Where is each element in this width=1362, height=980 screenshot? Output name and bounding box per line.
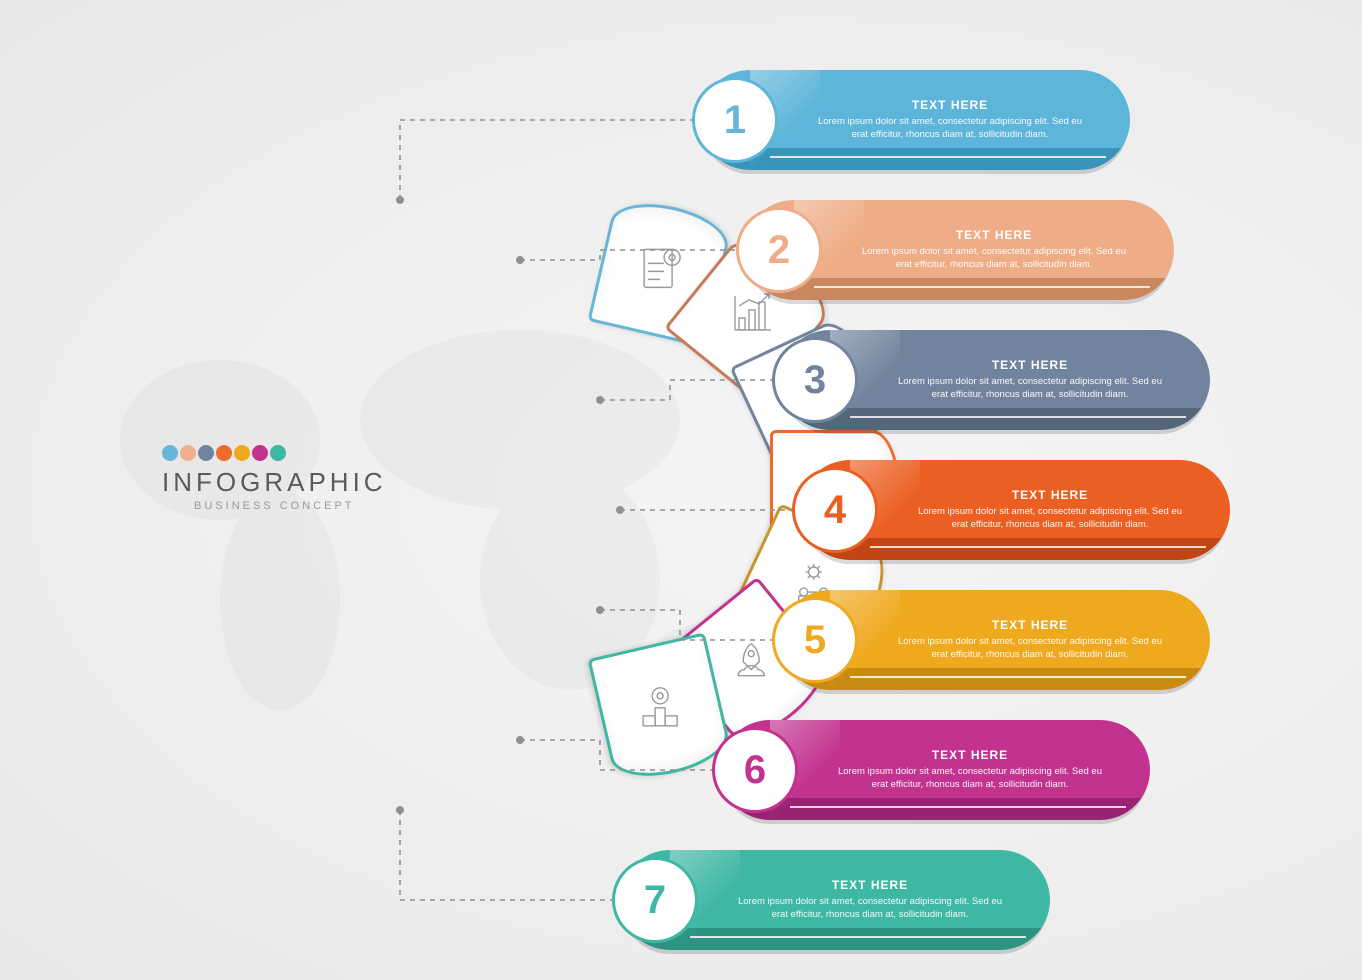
step-number: 1 xyxy=(724,98,746,143)
pill-title: TEXT HERE xyxy=(910,488,1190,502)
step-number: 2 xyxy=(768,228,790,273)
palette-dot xyxy=(234,445,250,461)
main-title: INFOGRAPHIC xyxy=(162,467,387,498)
pill-title: TEXT HERE xyxy=(890,618,1170,632)
step-number: 4 xyxy=(824,488,846,533)
pill-body: Lorem ipsum dolor sit amet, consectetur … xyxy=(830,766,1110,792)
step-number: 3 xyxy=(804,358,826,403)
palette-dot xyxy=(216,445,232,461)
pill-title: TEXT HERE xyxy=(854,228,1134,242)
pill-body: Lorem ipsum dolor sit amet, consectetur … xyxy=(890,636,1170,662)
podium-target-icon xyxy=(636,682,686,737)
pill-title: TEXT HERE xyxy=(810,98,1090,112)
pill-title: TEXT HERE xyxy=(830,748,1110,762)
pill-title: TEXT HERE xyxy=(890,358,1170,372)
palette-dot xyxy=(252,445,268,461)
pill-body: Lorem ipsum dolor sit amet, consectetur … xyxy=(810,116,1090,142)
pill-body: Lorem ipsum dolor sit amet, consectetur … xyxy=(730,896,1010,922)
rocket-cloud-icon xyxy=(727,637,777,692)
palette-dot xyxy=(162,445,178,461)
palette-dot xyxy=(198,445,214,461)
step-pill-7: TEXT HERE Lorem ipsum dolor sit amet, con… xyxy=(620,850,1050,950)
pill-body: Lorem ipsum dolor sit amet, consectetur … xyxy=(890,376,1170,402)
bar-chart-up-icon xyxy=(727,288,777,343)
document-target-icon xyxy=(636,243,686,298)
pill-body: Lorem ipsum dolor sit amet, consectetur … xyxy=(854,246,1134,272)
step-number: 6 xyxy=(744,748,766,793)
palette-dot xyxy=(270,445,286,461)
step-pill-4: TEXT HERE Lorem ipsum dolor sit amet, con… xyxy=(800,460,1230,560)
step-badge-3: 3 xyxy=(772,337,858,423)
step-number: 7 xyxy=(644,878,666,923)
step-badge-1: 1 xyxy=(692,77,778,163)
palette-dot xyxy=(180,445,196,461)
title-block: INFOGRAPHIC BUSINESS CONCEPT xyxy=(162,445,387,512)
pill-body: Lorem ipsum dolor sit amet, consectetur … xyxy=(910,506,1190,532)
step-badge-7: 7 xyxy=(612,857,698,943)
step-badge-4: 4 xyxy=(792,467,878,553)
step-pill-3: TEXT HERE Lorem ipsum dolor sit amet, con… xyxy=(780,330,1210,430)
step-pill-6: TEXT HERE Lorem ipsum dolor sit amet, con… xyxy=(720,720,1150,820)
pill-title: TEXT HERE xyxy=(730,878,1010,892)
step-number: 5 xyxy=(804,618,826,663)
step-pill-1: TEXT HERE Lorem ipsum dolor sit amet, con… xyxy=(700,70,1130,170)
step-pill-5: TEXT HERE Lorem ipsum dolor sit amet, con… xyxy=(780,590,1210,690)
subtitle: BUSINESS CONCEPT xyxy=(162,500,387,512)
step-pill-2: TEXT HERE Lorem ipsum dolor sit amet, con… xyxy=(744,200,1174,300)
step-badge-6: 6 xyxy=(712,727,798,813)
step-badge-5: 5 xyxy=(772,597,858,683)
step-badge-2: 2 xyxy=(736,207,822,293)
infographic-stage: INFOGRAPHIC BUSINESS CONCEPT TEXT HERE Lo… xyxy=(0,0,1362,980)
palette-dots xyxy=(162,445,387,461)
